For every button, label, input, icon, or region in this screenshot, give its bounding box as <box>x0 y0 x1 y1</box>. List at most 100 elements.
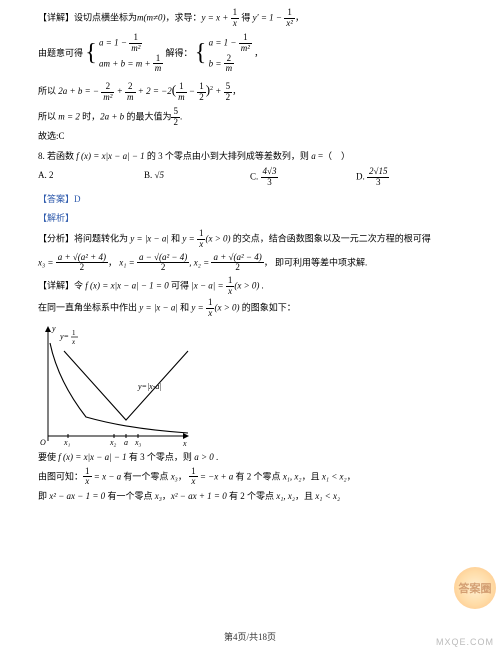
watermark-url: MXQE.COM <box>436 637 494 647</box>
system1: a = 1 − 1m² am + b = m + 1m <box>99 33 163 75</box>
option-d: D. 2√153 <box>356 167 462 188</box>
text: 故选:C <box>38 128 462 145</box>
text: ， 即可利用等差中项求解. <box>264 257 368 267</box>
frac: 1x <box>189 467 198 488</box>
math: m(m≠0) <box>137 12 165 22</box>
text: 由题意可得 <box>38 48 83 58</box>
frac: 2m <box>125 82 136 103</box>
options: A. 2 B. √5 C. 4√33 D. 2√153 <box>38 167 462 188</box>
frac: 52 <box>171 107 180 128</box>
math: a > 0 <box>194 452 214 462</box>
text: 的交点，结合函数图象以及一元二次方程的根可得 <box>231 233 431 243</box>
svg-text:y=: y= <box>59 332 69 341</box>
text: 有 3 个零点，则 <box>127 452 195 462</box>
math: x₁, x₂ <box>283 471 302 481</box>
text: 的图象如下： <box>240 303 296 313</box>
text: ， <box>162 491 171 501</box>
frac: a + √(a² − 4)2 <box>211 253 263 274</box>
text: 有一个零点 <box>121 471 171 481</box>
text: 所以 <box>38 111 58 121</box>
frac: a + √(a² + 4)2 <box>56 253 108 274</box>
math: = −x + a <box>198 471 234 481</box>
text: 有一个零点 <box>105 491 155 501</box>
math: x₃ <box>171 471 178 481</box>
math: x₁, x₂ <box>276 491 295 501</box>
answer-label: 【答案】D <box>38 191 462 208</box>
math: |x − a| = <box>191 281 226 291</box>
frac: 1x² <box>284 8 295 29</box>
svg-text:1: 1 <box>72 329 76 337</box>
brace-icon: { <box>195 44 207 63</box>
option-b: B. √5 <box>144 167 250 188</box>
math: (x > 0) <box>205 233 230 243</box>
text: 【分析】将问题转化为 <box>38 233 130 243</box>
frac: 52 <box>224 82 233 103</box>
svg-text:x: x <box>182 439 187 447</box>
text: 有 2 个零点 <box>233 471 283 481</box>
text: ， <box>347 471 356 481</box>
page-number: 第4页/共18页 <box>0 630 500 643</box>
math: y = x + <box>201 12 230 22</box>
text: 可得 <box>169 281 192 291</box>
text: ，且 <box>302 471 322 481</box>
text: 由图可知： <box>38 471 83 481</box>
math: y = |x − a| <box>130 233 169 243</box>
math: y = <box>182 233 197 243</box>
math: 2a + b <box>100 111 124 121</box>
text: =（ ） <box>316 151 350 161</box>
svg-text:x₁: x₁ <box>63 438 71 447</box>
question-num: 8. 若函数 <box>38 151 76 161</box>
text: 和 <box>169 233 183 243</box>
text: 即 <box>38 491 49 501</box>
text: ，且 <box>295 491 315 501</box>
text: 【详解】令 <box>38 281 85 291</box>
minus: − <box>187 86 198 96</box>
function-graph: O y x x₁ x₂ a x₃ y= 1 x y=|x-a| <box>38 321 190 447</box>
math: x₃ = <box>38 257 56 267</box>
svg-text:O: O <box>40 438 46 447</box>
math: , x₂ = <box>189 257 211 267</box>
math: x₃ <box>155 491 162 501</box>
text: 的最大值为 <box>124 111 171 121</box>
math: f (x) = x|x − a| − 1 = 0 <box>85 281 168 291</box>
math: x² − ax + 1 = 0 <box>171 491 227 501</box>
math: (x > 0) <box>214 303 239 313</box>
frac: 1x <box>231 8 240 29</box>
frac: 1m <box>176 82 187 103</box>
frac: a − √(a² − 4)2 <box>137 253 189 274</box>
analysis-label: 【解析】 <box>38 210 462 227</box>
math: + 2 = −2 <box>136 86 172 96</box>
math: x₁ < x₂ <box>322 471 347 481</box>
frac: 12 <box>197 82 206 103</box>
math: f (x) = x|x − a| − 1 <box>76 151 144 161</box>
text: 的 3 个零点由小到大排列成等差数列，则 <box>145 151 312 161</box>
text: ， <box>295 12 304 22</box>
system2: a = 1 − 1m² b = 2m <box>209 33 252 75</box>
math: 2a + b = − <box>58 86 101 96</box>
math: = x − a <box>92 471 122 481</box>
text: 有 2 个零点 <box>227 491 277 501</box>
brace-icon: { <box>85 44 97 63</box>
math: y = |x − a| <box>139 303 178 313</box>
text: 【详解】设切点横坐标为 <box>38 12 137 22</box>
math: + <box>213 86 224 96</box>
text: 在同一直角坐标系中作出 <box>38 303 139 313</box>
text: 解得： <box>166 48 193 58</box>
math: x₁ < x₂ <box>315 491 340 501</box>
text: 要使 <box>38 452 58 462</box>
watermark-badge: 答案圈 <box>454 567 496 609</box>
math: m = 2 <box>58 111 80 121</box>
svg-text:x₂: x₂ <box>109 438 117 447</box>
svg-text:a: a <box>124 438 128 447</box>
text: 和 <box>178 303 192 313</box>
math: y = <box>191 303 206 313</box>
svg-text:x: x <box>71 338 76 346</box>
svg-text:y=|x-a|: y=|x-a| <box>137 382 162 391</box>
frac: 2m² <box>101 82 114 103</box>
svg-text:y: y <box>51 324 56 333</box>
frac: 1x <box>83 467 92 488</box>
option-c: C. 4√33 <box>250 167 356 188</box>
text: ， <box>254 48 263 58</box>
text: ， <box>178 471 189 481</box>
text: . <box>214 452 219 462</box>
